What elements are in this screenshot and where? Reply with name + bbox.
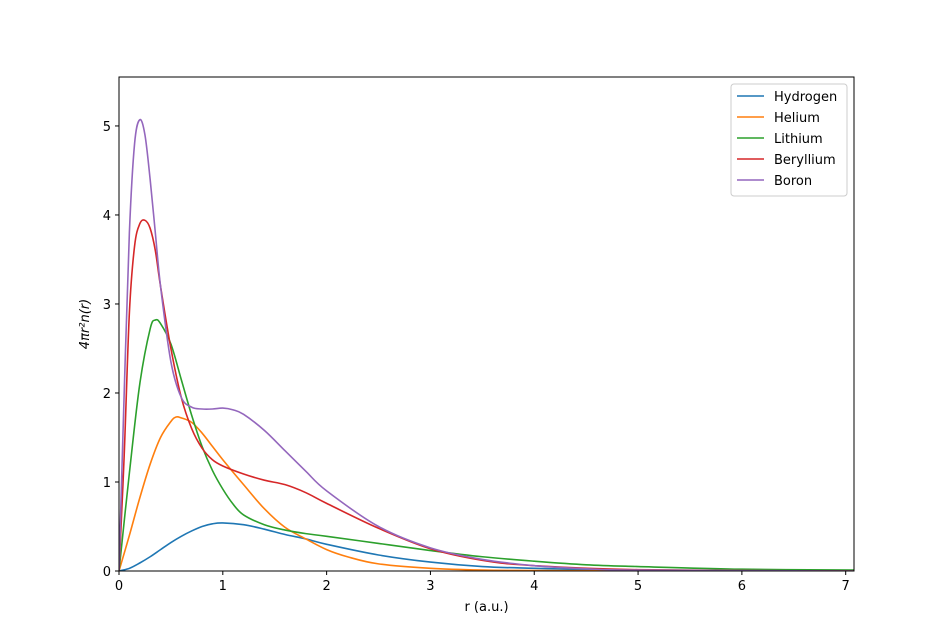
x-axis-label: r (a.u.) <box>464 600 508 615</box>
legend-label-boron: Boron <box>774 174 812 189</box>
y-axis-label: 4πr²n(r) <box>78 299 93 349</box>
plot-frame <box>118 76 855 572</box>
y-tick-label: 0 <box>103 565 111 580</box>
legend-label-lithium: Lithium <box>774 132 823 147</box>
x-tick-label: 2 <box>322 579 330 594</box>
y-tick-label: 4 <box>103 209 111 224</box>
series-line-beryllium <box>119 219 854 571</box>
x-tick-label: 6 <box>738 579 746 594</box>
x-tick-label: 4 <box>530 579 538 594</box>
x-tick-label: 3 <box>426 579 434 594</box>
legend: Hydrogen Helium Lithium Beryllium Boron <box>730 83 848 197</box>
x-tick-label: 5 <box>634 579 642 594</box>
y-tick-label: 3 <box>103 298 111 313</box>
y-tick-label: 5 <box>103 120 111 135</box>
series-line-hydrogen <box>119 522 854 571</box>
series-line-boron <box>119 118 854 571</box>
series-line-helium <box>119 415 854 571</box>
ticks-layer: 0 1 2 3 4 5 6 7 0 1 2 3 4 5 <box>103 120 850 594</box>
legend-label-hydrogen: Hydrogen <box>774 90 837 105</box>
legend-label-helium: Helium <box>774 111 820 126</box>
series-layer <box>119 118 854 571</box>
y-tick-label: 2 <box>103 387 111 402</box>
x-tick-label: 7 <box>842 579 850 594</box>
series-line-lithium <box>119 318 854 571</box>
legend-box <box>730 83 848 197</box>
y-tick-label: 1 <box>103 476 111 491</box>
x-tick-label: 0 <box>115 579 123 594</box>
x-tick-label: 1 <box>219 579 227 594</box>
legend-label-beryllium: Beryllium <box>774 153 836 168</box>
